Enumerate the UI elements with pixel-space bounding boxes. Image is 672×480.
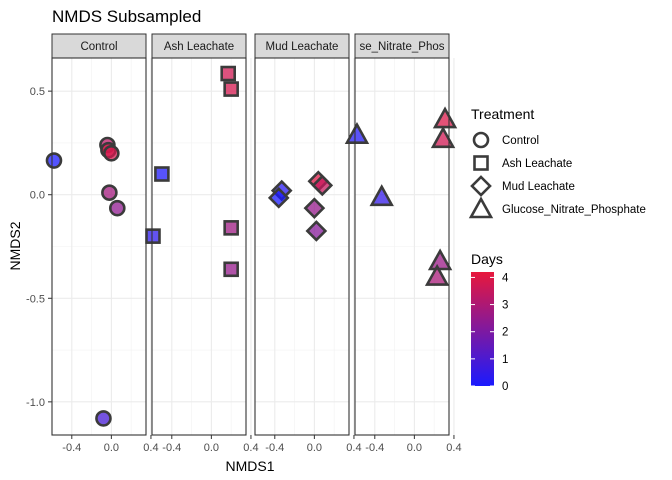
y-axis-title: NMDS2	[7, 221, 23, 270]
data-point	[424, 263, 450, 286]
facet-strip-label: Mud Leachate	[266, 41, 339, 53]
x-tick-label: 0.0	[307, 442, 322, 454]
panel-border	[354, 57, 450, 436]
data-point	[95, 410, 112, 427]
data-point	[109, 199, 126, 217]
data-point	[344, 121, 370, 144]
data-point	[145, 228, 161, 244]
data-point	[432, 106, 458, 129]
panel-border	[254, 57, 350, 436]
diamond-key-icon	[470, 175, 492, 197]
facet-strip	[354, 33, 450, 59]
x-tick-label: -0.4	[62, 442, 81, 454]
y-tick-label: -1.0	[26, 397, 45, 409]
legend-item-label: Glucose_Nitrate_Phosphate	[502, 204, 646, 216]
x-tick-label: -0.4	[162, 442, 181, 454]
legend-item-square: Ash Leachate	[473, 155, 572, 171]
panel-border	[151, 57, 247, 436]
treatment-legend-title: Treatment	[471, 106, 534, 122]
legend-item-label: Mud Leachate	[502, 181, 575, 193]
data-point	[303, 197, 326, 220]
x-tick-label: -0.4	[265, 442, 284, 454]
facet-strip	[51, 33, 147, 59]
data-point	[305, 220, 328, 242]
legend-item-triangle: Glucose_Nitrate_Phosphate	[468, 196, 646, 219]
data-point	[311, 174, 334, 197]
data-point	[103, 144, 120, 162]
y-tick-label: 0.5	[30, 86, 45, 98]
x-axis-title: NMDS1	[225, 458, 274, 474]
colorbar-tick-label: 4	[502, 272, 509, 284]
y-axis: 0.5 0.0 -0.5 -1.0	[26, 86, 52, 409]
y-tick-label: 0.0	[30, 190, 45, 202]
triangle-key-icon	[468, 196, 494, 219]
colorbar-tick-label: 3	[502, 300, 508, 312]
facet-strip-label: Control	[80, 41, 117, 53]
chart-title: NMDS Subsampled	[52, 7, 201, 26]
x-tick-label: 0.0	[407, 442, 422, 454]
square-key-icon	[473, 155, 489, 171]
facet-panel-4: se_Nitrate_Phos -0.4 0.0 0.4	[344, 33, 462, 454]
data-point	[427, 248, 453, 271]
x-tick-label: 0.4	[143, 442, 158, 454]
legend: Treatment Control Ash Leachate Mud Leachat…	[468, 106, 646, 393]
x-tick-label: 0.4	[446, 442, 461, 454]
data-point	[101, 184, 118, 201]
data-point	[154, 166, 170, 182]
facet-panel-2: Ash Leachate -0.4 0.0 0.4	[145, 33, 259, 454]
data-point	[220, 65, 236, 82]
legend-item-label: Ash Leachate	[502, 158, 572, 170]
days-legend-title: Days	[471, 251, 503, 267]
legend-item-circle: Control	[472, 131, 539, 149]
colorbar-tick-label: 2	[502, 327, 508, 339]
facet-strip-label: Ash Leachate	[164, 41, 234, 53]
x-tick-label: 0.0	[204, 442, 219, 454]
colorbar-tick-label: 0	[502, 381, 508, 393]
data-point	[45, 152, 63, 169]
x-tick-label: 0.0	[104, 442, 119, 454]
x-tick-label: 0.4	[243, 442, 258, 454]
data-point	[223, 261, 239, 278]
days-colorbar	[471, 272, 494, 386]
legend-item-diamond: Mud Leachate	[470, 175, 575, 197]
colorbar-tick-label: 1	[502, 354, 508, 366]
y-tick-label: -0.5	[26, 293, 45, 305]
x-tick-label: -0.4	[365, 442, 384, 454]
data-point	[267, 186, 290, 209]
data-point	[223, 81, 239, 97]
panel-border	[51, 57, 147, 436]
facet-strip-label: se_Nitrate_Phos	[359, 41, 444, 53]
data-point	[430, 126, 456, 149]
data-point	[223, 220, 239, 236]
x-tick-label: 0.4	[346, 442, 361, 454]
circle-key-icon	[472, 131, 490, 149]
facet-panel-1: Control -0.4 0.0 0.4	[45, 33, 159, 454]
legend-item-label: Control	[502, 135, 539, 147]
facet-panel-3: Mud Leachate -0.4 0.0 0.4	[254, 33, 362, 454]
data-point	[369, 184, 394, 207]
